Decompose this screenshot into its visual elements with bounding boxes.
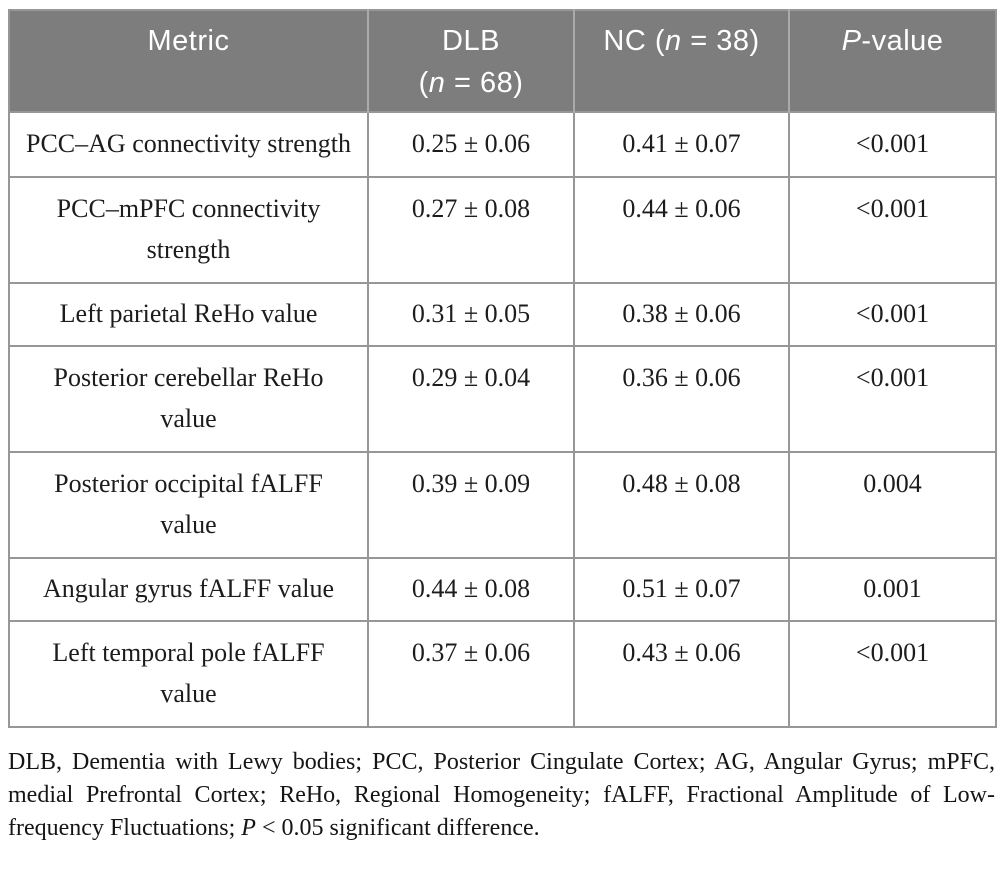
pvalue-cell: 0.004 <box>788 451 997 559</box>
metric-cell: Left temporal pole fALFF value <box>8 620 369 728</box>
pvalue-cell: <0.001 <box>788 620 997 728</box>
table-row: Posterior cerebellar ReHo value 0.29 ± 0… <box>8 345 997 453</box>
nc-value-cell: 0.44 ± 0.06 <box>573 176 790 284</box>
table-footnote: DLB, Dementia with Lewy bodies; PCC, Pos… <box>8 746 995 845</box>
header-row: Metric DLB (n = 68) NC (n = 38) P-value <box>9 10 996 112</box>
metric-cell: Left parietal ReHo value <box>8 282 369 347</box>
metric-cell: PCC–mPFC connectivity strength <box>8 176 369 284</box>
table-row: PCC–mPFC connectivity strength 0.27 ± 0.… <box>8 176 997 284</box>
metric-cell: PCC–AG connectivity strength <box>8 111 369 178</box>
table-row: Posterior occipital fALFF value 0.39 ± 0… <box>8 451 997 559</box>
col-header-metric: Metric <box>9 10 368 112</box>
col-header-dlb: DLB (n = 68) <box>367 10 574 112</box>
metric-header-label: Metric <box>147 25 230 57</box>
nc-value-cell: 0.48 ± 0.08 <box>573 451 790 559</box>
metric-cell: Posterior occipital fALFF value <box>8 451 369 559</box>
dlb-header-line2: (n = 68) <box>418 67 524 99</box>
pvalue-cell: <0.001 <box>788 282 997 347</box>
table-figure-container: Metric DLB (n = 68) NC (n = 38) P-value … <box>8 9 997 845</box>
dlb-value-cell: 0.31 ± 0.05 <box>367 282 575 347</box>
dlb-value-cell: 0.37 ± 0.06 <box>367 620 575 728</box>
table-row: Left temporal pole fALFF value 0.37 ± 0.… <box>8 620 997 728</box>
nc-value-cell: 0.43 ± 0.06 <box>573 620 790 728</box>
nc-value-cell: 0.38 ± 0.06 <box>573 282 790 347</box>
pvalue-header-label: P-value <box>841 25 944 57</box>
nc-value-cell: 0.41 ± 0.07 <box>573 111 790 178</box>
dlb-value-cell: 0.25 ± 0.06 <box>367 111 575 178</box>
dlb-value-cell: 0.44 ± 0.08 <box>367 557 575 622</box>
col-header-pvalue: P-value <box>788 10 996 112</box>
col-header-nc: NC (n = 38) <box>573 10 789 112</box>
metric-cell: Posterior cerebellar ReHo value <box>8 345 369 453</box>
dlb-value-cell: 0.29 ± 0.04 <box>367 345 575 453</box>
nc-value-cell: 0.36 ± 0.06 <box>573 345 790 453</box>
table-row: Left parietal ReHo value 0.31 ± 0.05 0.3… <box>8 282 997 347</box>
dlb-value-cell: 0.39 ± 0.09 <box>367 451 575 559</box>
pvalue-cell: 0.001 <box>788 557 997 622</box>
nc-value-cell: 0.51 ± 0.07 <box>573 557 790 622</box>
pvalue-cell: <0.001 <box>788 176 997 284</box>
footnote-p-symbol: P <box>241 815 256 841</box>
metrics-comparison-table: Metric DLB (n = 68) NC (n = 38) P-value … <box>8 9 997 728</box>
footnote-abbreviations: DLB, Dementia with Lewy bodies; PCC, Pos… <box>8 749 995 841</box>
metric-cell: Angular gyrus fALFF value <box>8 557 369 622</box>
footnote-significance: < 0.05 significant difference. <box>255 815 540 841</box>
pvalue-cell: <0.001 <box>788 345 997 453</box>
table-row: PCC–AG connectivity strength 0.25 ± 0.06… <box>8 111 997 178</box>
table-row: Angular gyrus fALFF value 0.44 ± 0.08 0.… <box>8 557 997 622</box>
dlb-value-cell: 0.27 ± 0.08 <box>367 176 575 284</box>
dlb-header-line1: DLB <box>442 25 500 57</box>
nc-header-label: NC (n = 38) <box>603 25 760 57</box>
pvalue-cell: <0.001 <box>788 111 997 178</box>
